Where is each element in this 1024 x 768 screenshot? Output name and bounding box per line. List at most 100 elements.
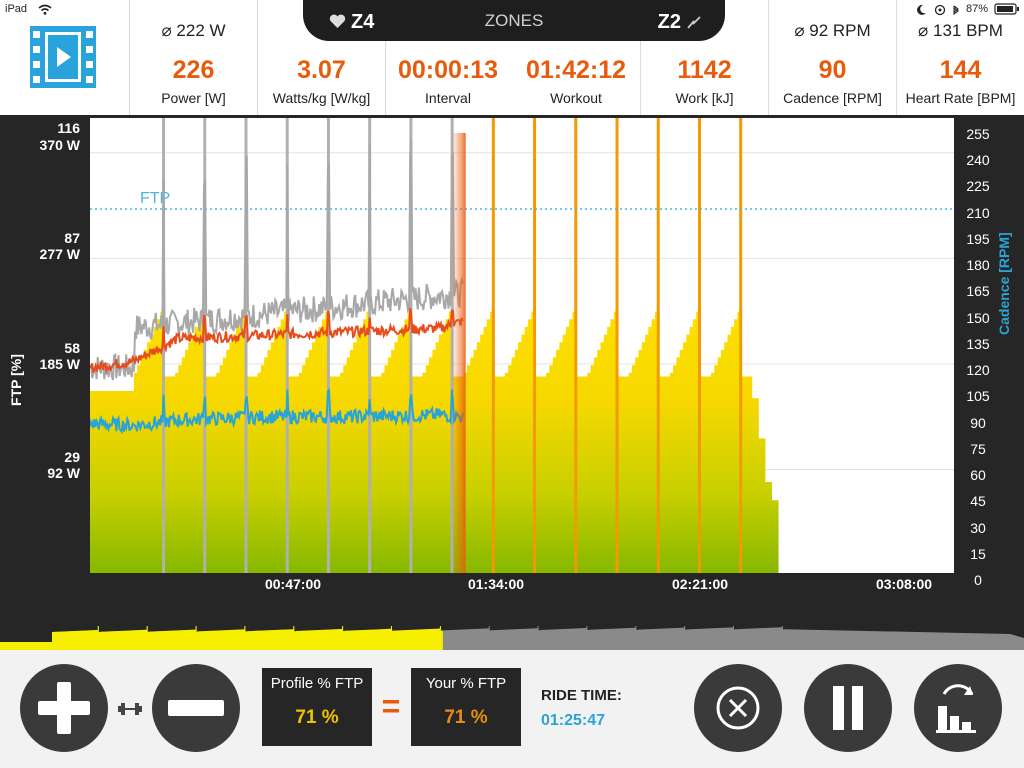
zones-tab[interactable]: Z4 ZONES Z2 — [303, 0, 725, 41]
right-tick: 210 — [966, 204, 990, 221]
ride-time-value: 01:25:47 — [541, 712, 606, 729]
ftp-label: FTP — [140, 190, 170, 207]
timeline-overview[interactable] — [0, 608, 1024, 650]
interval-spike — [739, 118, 743, 573]
interval-spike — [244, 118, 248, 573]
interval-spike — [491, 118, 495, 573]
x-tick: 02:21:00 — [671, 576, 729, 592]
divider — [896, 0, 897, 115]
left-tick-watts: 370 W — [39, 137, 80, 153]
interval-spike — [285, 118, 289, 573]
heart-rate-average: ⌀ 131 BPM — [918, 21, 1003, 40]
your-ftp-title: Your % FTP — [425, 675, 507, 692]
work-label: Work [kJ] — [675, 90, 734, 106]
cadence-label: Cadence [RPM] — [783, 90, 882, 106]
left-tick-pct: 29 — [64, 449, 80, 465]
stats-bar: iPad 87% ⌀ 222 W 226 Power [W] — [0, 0, 1024, 115]
right-tick: 120 — [966, 362, 990, 379]
workout-value: 01:42:12 — [525, 56, 627, 84]
mode-switch-button[interactable] — [914, 664, 1002, 752]
interval-spike — [368, 118, 372, 573]
moon-icon — [917, 4, 926, 15]
controls-bar: Profile % FTP 71 % = Your % FTP 71 % RID… — [0, 650, 1024, 768]
work-value: 1142 — [677, 56, 732, 84]
stop-button[interactable] — [694, 664, 782, 752]
right-tick: 240 — [966, 152, 990, 169]
left-axis-title: FTP [%] — [8, 354, 24, 406]
profile-ftp-value: 71 % — [295, 707, 339, 728]
rotation-lock-icon — [934, 4, 946, 16]
dumbbell-icon — [118, 703, 142, 715]
profile-area — [90, 311, 786, 573]
wkg-label: Watts/kg [W/kg] — [272, 90, 371, 106]
workout-profile-chart[interactable]: FTP — [90, 118, 954, 573]
minus-icon — [168, 700, 224, 716]
decrease-button[interactable] — [152, 664, 240, 752]
close-circle-icon — [716, 686, 760, 730]
timeline-profile-done — [0, 626, 443, 650]
cadence-average: ⌀ 92 RPM — [794, 21, 871, 40]
your-ftp-box: Your % FTP 71 % — [411, 668, 521, 746]
cadence-series — [90, 387, 464, 435]
divider — [385, 0, 386, 115]
status-icons — [917, 4, 959, 16]
right-tick: 225 — [966, 178, 990, 195]
zones-title: ZONES — [484, 11, 544, 30]
interval-spike — [574, 118, 578, 573]
heart-rate-label: Heart Rate [BPM] — [905, 90, 1016, 106]
left-tick-pct: 58 — [64, 340, 80, 356]
cadence-axis-title: Cadence [RPM] — [996, 232, 1012, 335]
profile-area-shape — [90, 311, 786, 573]
interval-spike — [656, 118, 660, 573]
right-tick: 60 — [970, 467, 986, 484]
pause-button[interactable] — [804, 664, 892, 752]
interval-label: Interval — [425, 90, 471, 106]
heart-rate-zone: Z4 — [351, 11, 375, 33]
chart-refresh-icon — [936, 684, 976, 733]
right-tick: 255 — [966, 126, 990, 142]
power-zone: Z2 — [657, 11, 681, 33]
interval-spike — [203, 118, 207, 573]
ride-series — [90, 138, 464, 435]
divider — [129, 0, 130, 115]
right-tick: 45 — [970, 493, 986, 510]
current-position-marker — [451, 133, 466, 573]
divider — [640, 0, 641, 115]
battery-percent: 87% — [966, 3, 989, 15]
heart-icon — [329, 14, 346, 28]
interval-spike — [615, 118, 619, 573]
x-tick: 03:08:00 — [875, 576, 933, 592]
left-tick-pct: 116 — [57, 120, 80, 136]
wkg-value: 3.07 — [297, 56, 346, 84]
interval-spike — [326, 118, 330, 573]
right-tick: 0 — [974, 572, 982, 588]
divider — [257, 0, 258, 115]
plus-icon — [38, 682, 90, 734]
profile-ftp-box: Profile % FTP 71 % — [262, 668, 372, 746]
status-device: iPad — [5, 3, 28, 15]
bluetooth-icon — [953, 5, 959, 16]
x-tick: 00:47:00 — [264, 576, 322, 592]
workout-label: Workout — [550, 90, 602, 106]
power-average: ⌀ 222 W — [161, 21, 226, 40]
power-label: Power [W] — [161, 90, 226, 106]
increase-button[interactable] — [20, 664, 108, 752]
profile-ftp-title: Profile % FTP — [270, 675, 364, 692]
video-icon[interactable] — [30, 26, 96, 88]
right-tick: 180 — [966, 257, 990, 274]
battery-icon — [994, 3, 1019, 15]
right-tick: 90 — [970, 414, 986, 431]
power-value: 226 — [172, 56, 215, 84]
wifi-icon — [38, 4, 52, 15]
cadence-value: 90 — [818, 56, 847, 84]
interval-spike — [697, 118, 701, 573]
left-tick-watts: 277 W — [39, 246, 80, 262]
power-series — [90, 138, 464, 381]
right-tick: 150 — [966, 309, 990, 326]
left-tick-pct: 87 — [64, 230, 80, 246]
right-tick: 105 — [966, 388, 990, 405]
your-ftp-value: 71 % — [444, 707, 488, 728]
ride-time-label: RIDE TIME: — [541, 687, 622, 704]
heart-rate-series — [90, 307, 464, 375]
right-tick: 30 — [970, 519, 986, 536]
